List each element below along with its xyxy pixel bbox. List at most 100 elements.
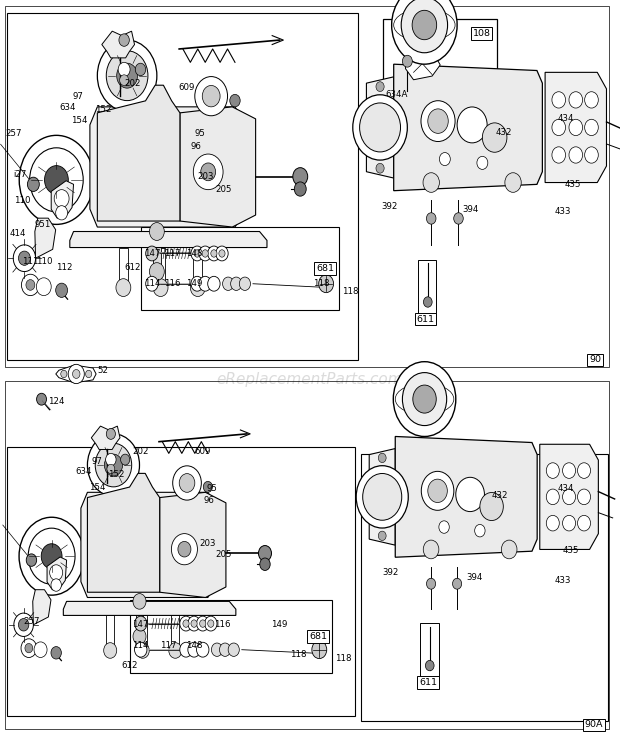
Circle shape: [402, 372, 446, 426]
Bar: [5, 381, 609, 729]
Circle shape: [356, 466, 408, 528]
Circle shape: [146, 246, 158, 261]
Text: 90: 90: [589, 355, 601, 364]
Circle shape: [37, 278, 51, 295]
Circle shape: [216, 246, 228, 261]
Circle shape: [14, 613, 33, 637]
Circle shape: [453, 578, 462, 589]
Text: 149: 149: [271, 620, 287, 629]
Text: 118: 118: [290, 650, 307, 659]
Circle shape: [353, 95, 407, 160]
Polygon shape: [97, 85, 180, 221]
Circle shape: [120, 75, 128, 85]
Circle shape: [50, 565, 63, 580]
Circle shape: [169, 141, 187, 162]
Circle shape: [51, 579, 61, 591]
Circle shape: [428, 479, 447, 502]
Circle shape: [502, 540, 517, 559]
Polygon shape: [47, 557, 66, 590]
Bar: [418, 260, 436, 315]
Circle shape: [202, 250, 208, 257]
Circle shape: [199, 276, 211, 291]
Polygon shape: [545, 73, 606, 183]
Circle shape: [95, 443, 131, 487]
Text: 147: 147: [132, 620, 149, 629]
Text: 434: 434: [558, 114, 575, 123]
Circle shape: [56, 283, 68, 298]
Circle shape: [546, 489, 559, 505]
Circle shape: [180, 643, 192, 657]
Circle shape: [423, 173, 440, 192]
Circle shape: [231, 277, 242, 290]
Circle shape: [193, 154, 223, 190]
Circle shape: [105, 453, 116, 466]
Circle shape: [312, 641, 327, 659]
Circle shape: [427, 213, 436, 224]
Text: 257: 257: [5, 129, 22, 138]
Circle shape: [107, 464, 115, 473]
Circle shape: [37, 393, 46, 405]
Polygon shape: [396, 436, 537, 557]
Text: 112: 112: [56, 263, 73, 272]
Circle shape: [475, 525, 485, 537]
Text: 154: 154: [89, 483, 105, 492]
Circle shape: [26, 554, 37, 566]
Circle shape: [552, 119, 565, 136]
Text: 609: 609: [195, 447, 211, 456]
Polygon shape: [160, 493, 226, 597]
Circle shape: [149, 263, 164, 280]
Polygon shape: [394, 65, 542, 191]
Circle shape: [425, 660, 434, 671]
Circle shape: [199, 246, 211, 261]
Circle shape: [412, 10, 436, 40]
Circle shape: [136, 643, 149, 658]
Text: i27: i27: [14, 170, 27, 179]
Circle shape: [562, 516, 575, 531]
Circle shape: [578, 463, 591, 479]
Circle shape: [562, 463, 575, 479]
Circle shape: [427, 578, 436, 589]
Text: 97: 97: [92, 457, 103, 466]
Circle shape: [106, 428, 115, 439]
Circle shape: [223, 277, 234, 290]
Text: 110: 110: [36, 257, 53, 266]
Circle shape: [19, 619, 29, 631]
Text: 257: 257: [23, 617, 40, 626]
Text: 116: 116: [164, 279, 181, 288]
Circle shape: [585, 147, 598, 163]
Circle shape: [56, 206, 68, 220]
Circle shape: [105, 513, 141, 557]
Bar: [119, 248, 128, 288]
Circle shape: [552, 92, 565, 108]
Polygon shape: [33, 590, 51, 625]
Text: 611: 611: [417, 315, 435, 324]
Circle shape: [133, 594, 146, 609]
Bar: [193, 248, 202, 288]
Circle shape: [150, 522, 166, 541]
Circle shape: [135, 616, 147, 631]
Text: 117: 117: [160, 641, 177, 650]
Circle shape: [27, 177, 39, 191]
Circle shape: [188, 616, 200, 631]
Bar: [141, 227, 339, 310]
Circle shape: [203, 482, 213, 493]
Circle shape: [421, 101, 455, 142]
Circle shape: [546, 463, 559, 479]
Text: 609: 609: [179, 83, 195, 92]
Circle shape: [578, 489, 591, 505]
Text: 394: 394: [462, 205, 478, 214]
Circle shape: [546, 516, 559, 531]
Circle shape: [119, 34, 130, 46]
Text: 203: 203: [197, 172, 214, 181]
Circle shape: [191, 246, 203, 261]
Text: 205: 205: [215, 185, 232, 194]
Text: 114: 114: [132, 641, 149, 650]
Text: 205: 205: [216, 550, 232, 559]
Polygon shape: [180, 107, 255, 227]
Circle shape: [117, 131, 159, 181]
Circle shape: [13, 245, 35, 272]
Bar: [383, 19, 497, 119]
Bar: [106, 615, 114, 651]
Text: 90A: 90A: [585, 720, 603, 729]
Circle shape: [19, 517, 84, 595]
